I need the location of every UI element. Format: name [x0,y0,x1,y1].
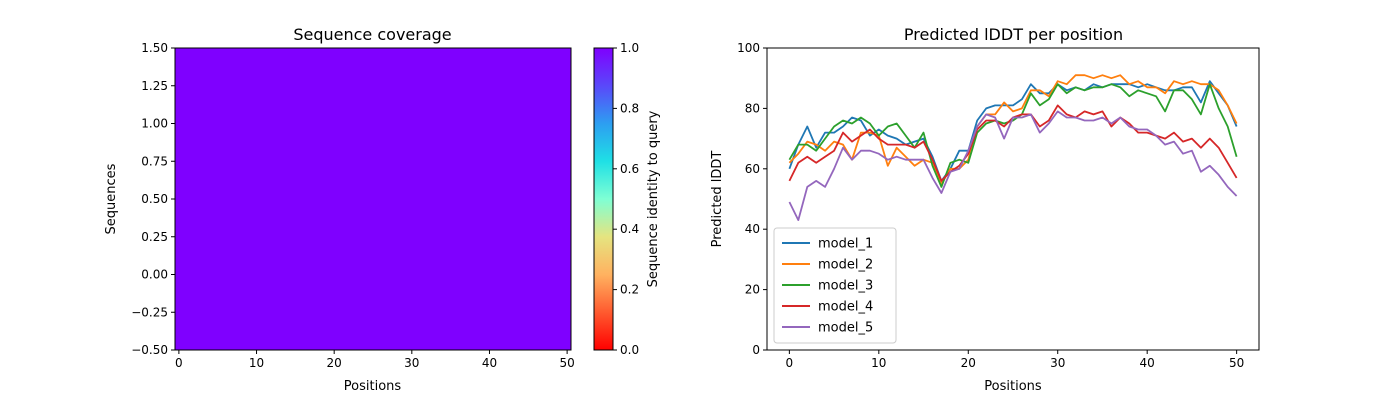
heatmap-cell [175,48,571,350]
legend-label-model_2: model_2 [818,258,873,273]
y-tick-label: 100 [737,41,760,55]
x-axis-label: Positions [344,379,402,394]
colorbar-label: Sequence identity to query [646,110,661,287]
legend-label-model_4: model_4 [818,300,873,315]
x-axis-label: Positions [984,379,1042,394]
legend-label-model_1: model_1 [818,237,873,252]
x-tick-label: 50 [1229,356,1244,370]
legend: model_1 model_2 model_3 model_4 model_5 [773,227,897,344]
chart-title: Predicted lDDT per position [904,25,1123,44]
y-tick-label: 1.25 [141,79,168,93]
colorbar-tick-label: 0.6 [620,162,639,176]
y-tick-label: 1.50 [141,41,168,55]
colorbar-tick-label: 0.4 [620,222,639,236]
series-line-model_5 [788,110,1238,222]
legend-frame [773,227,897,344]
chart-title: Sequence coverage [293,25,451,44]
y-tick-label: 80 [745,101,760,115]
x-tick-label: 30 [1050,356,1065,370]
x-axis: 0 10 20 30 40 50 [786,350,1244,370]
colorbar-ticks: 0.0 0.2 0.4 0.6 0.8 1.0 [613,41,639,357]
colorbar-tick-label: 0.8 [620,101,639,115]
y-tick-label: 0.75 [141,154,168,168]
y-axis: 0 20 40 60 80 100 [737,41,767,357]
x-tick-label: 30 [404,356,419,370]
y-tick-label: 0.25 [141,230,168,244]
y-tick-label: 1.00 [141,117,168,131]
x-tick-label: 40 [1140,356,1155,370]
y-axis-label: Sequences [104,163,119,234]
x-tick-label: 20 [327,356,342,370]
plot-frame [174,47,572,351]
x-tick-label: 10 [871,356,886,370]
y-tick-label: 60 [745,162,760,176]
x-tick-label: 0 [175,356,183,370]
y-tick-label: −0.50 [131,343,168,357]
x-tick-label: 20 [961,356,976,370]
sequence-coverage-chart: Sequence coverage 0 10 20 30 40 50 −0.50 −0.25… [104,25,575,394]
legend-label-model_5: model_5 [818,321,873,336]
series-line-model_2 [788,74,1238,185]
y-axis-label: Predicted lDDT [710,151,725,248]
colorbar-tick-label: 0.2 [620,283,639,297]
series-line-model_3 [788,83,1238,188]
y-tick-label: 20 [745,283,760,297]
y-tick-label: 0.00 [141,268,168,282]
legend-label-model_3: model_3 [818,279,873,294]
y-tick-label: −0.25 [131,305,168,319]
colorbar: 0.0 0.2 0.4 0.6 0.8 1.0 Sequence identity to … [593,41,661,357]
plot-frame [766,47,1260,351]
predicted-lddt-chart: Predicted lDDT per position 0 10 20 30 40 50 … [710,25,1260,394]
x-tick-label: 0 [786,356,794,370]
x-axis: 0 10 20 30 40 50 [175,350,575,370]
series-lines [788,74,1238,222]
colorbar-gradient [593,47,614,351]
y-tick-label: 40 [745,222,760,236]
x-tick-label: 50 [559,356,574,370]
x-tick-label: 40 [482,356,497,370]
y-axis: −0.50 −0.25 0.00 0.25 0.50 0.75 1.00 1.25 1.50 [131,41,175,357]
x-tick-label: 10 [249,356,264,370]
colorbar-tick-label: 0.0 [620,343,639,357]
y-tick-label: 0 [752,343,760,357]
colorbar-tick-label: 1.0 [620,41,639,55]
y-tick-label: 0.50 [141,192,168,206]
series-line-model_1 [788,80,1238,182]
